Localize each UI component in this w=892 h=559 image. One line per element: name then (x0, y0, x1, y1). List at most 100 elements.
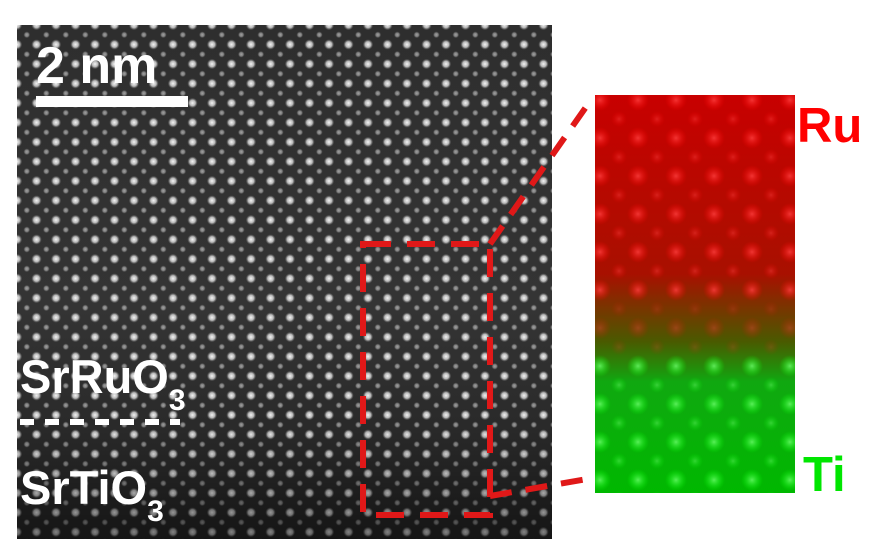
atom-column (284, 448, 296, 460)
atom-column (323, 39, 335, 50)
atom-column (284, 312, 296, 323)
atom-column (276, 89, 284, 97)
atom-column (343, 409, 354, 421)
atom-column (530, 31, 538, 39)
atom-column (120, 167, 128, 175)
atom-column (304, 390, 315, 401)
roi-box (360, 241, 493, 518)
atom-column (510, 323, 518, 331)
atom-column (245, 390, 257, 401)
atom-column (453, 538, 458, 539)
atom-column (440, 97, 452, 109)
eels-atom-column (627, 431, 649, 453)
atom-column (226, 175, 237, 187)
atom-column (148, 331, 159, 343)
atom-column (17, 429, 23, 440)
atom-column (323, 234, 335, 245)
atom-column (257, 382, 265, 390)
atom-column (187, 234, 198, 245)
atom-column (179, 421, 187, 429)
atom-column (335, 226, 343, 234)
atom-column (120, 401, 128, 409)
atom-column (304, 312, 315, 323)
eels-atom-column (665, 127, 687, 149)
atom-column (23, 440, 31, 448)
eels-atom-column (627, 279, 649, 301)
eels-atom-column (741, 241, 763, 263)
atom-column (452, 460, 460, 468)
atom-column (257, 70, 265, 78)
atom-column (109, 39, 120, 50)
atom-column (50, 234, 62, 245)
atom-column (304, 78, 315, 89)
atom-column (452, 479, 460, 487)
atom-column (460, 156, 471, 167)
atom-column (31, 487, 42, 499)
atom-column (510, 460, 518, 468)
atom-column (499, 253, 510, 265)
atom-column (530, 460, 538, 468)
atom-column (510, 382, 518, 390)
atom-column (499, 468, 510, 479)
atom-column (362, 195, 374, 206)
atom-column (452, 401, 460, 409)
atom-column (140, 128, 148, 136)
atom-column (148, 507, 159, 518)
atom-column (315, 226, 323, 234)
atom-column (538, 507, 549, 518)
atom-column (179, 89, 187, 97)
atom-column (421, 273, 432, 284)
atom-column (374, 499, 382, 507)
atom-column (518, 117, 530, 128)
atom-column (159, 70, 167, 78)
atom-column (23, 89, 31, 97)
atom-column (128, 351, 140, 362)
atom-column (120, 187, 128, 195)
eels-atom-column (741, 165, 763, 187)
atom-column (432, 421, 440, 429)
atom-column (421, 292, 432, 304)
eels-atom-column (687, 301, 703, 317)
atom-column (218, 304, 226, 312)
atom-column (401, 429, 413, 440)
atom-column (401, 175, 413, 187)
atom-column (23, 304, 31, 312)
atom-column (471, 187, 479, 195)
atom-column (62, 167, 70, 175)
atom-column (432, 50, 440, 58)
atom-column (452, 499, 460, 507)
eels-atom-column (595, 165, 611, 187)
atom-column (128, 175, 140, 187)
atom-column (187, 195, 198, 206)
atom-column (304, 234, 315, 245)
atom-column (237, 479, 245, 487)
atom-column (276, 245, 284, 253)
atom-column (421, 78, 432, 89)
atom-column (393, 148, 401, 156)
atom-column (159, 421, 167, 429)
atom-column (23, 128, 31, 136)
atom-column (148, 273, 159, 284)
atom-column (109, 507, 120, 518)
atom-column (382, 273, 393, 284)
atom-column (304, 292, 315, 304)
atom-column (245, 331, 257, 343)
atom-column (187, 507, 198, 518)
atom-column (335, 460, 343, 468)
atom-column (284, 331, 296, 343)
atom-column (218, 323, 226, 331)
atom-column (374, 382, 382, 390)
atom-column (237, 70, 245, 78)
atom-column (226, 526, 237, 538)
atom-column (89, 58, 101, 70)
atom-column (315, 440, 323, 448)
atom-column (296, 70, 304, 78)
atom-column (226, 195, 237, 206)
atom-column (187, 136, 198, 148)
atom-column (167, 370, 179, 382)
atom-column (226, 331, 237, 343)
atom-column (140, 479, 148, 487)
atom-column (374, 148, 382, 156)
atom-column (257, 362, 265, 370)
atom-column (413, 440, 421, 448)
